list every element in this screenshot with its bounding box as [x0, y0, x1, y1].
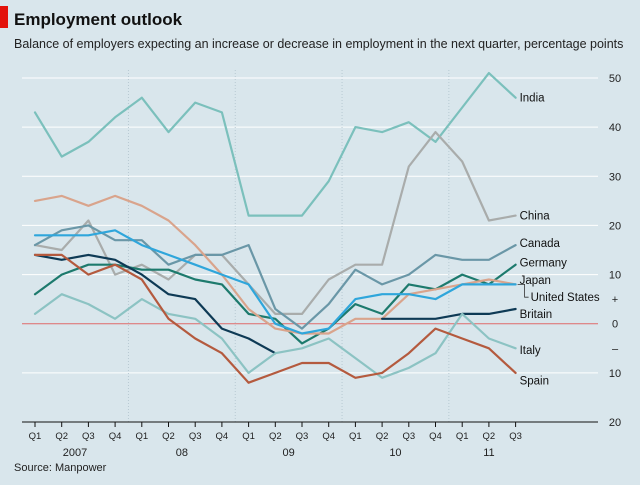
x-tick-label: Q2	[162, 431, 175, 442]
chart-title: Employment outlook	[14, 10, 183, 29]
year-label: 11	[483, 447, 494, 459]
year-label: 09	[283, 447, 295, 459]
y-tick-label: 0	[612, 319, 618, 331]
x-tick-label: Q1	[29, 431, 42, 442]
series-line-india	[33, 71, 517, 217]
brand-tab	[0, 6, 8, 28]
y-tick-label: 20	[609, 417, 621, 429]
x-tick-label: Q1	[456, 431, 469, 442]
series-line-japan	[33, 194, 517, 335]
year-label: 08	[176, 447, 188, 459]
series-label-japan: Japan	[520, 275, 551, 287]
y-tick-label: –	[612, 343, 619, 355]
y-tick-label: 30	[609, 171, 621, 183]
y-tick-label: 10	[609, 270, 621, 282]
series-label-united-states: United States	[531, 292, 600, 304]
chart-source: Source: Manpower	[14, 462, 107, 474]
y-tick-label: 40	[609, 122, 621, 134]
series-line-canada	[33, 224, 517, 330]
x-tick-label: Q3	[402, 431, 415, 442]
series-line-britain	[33, 253, 277, 355]
x-tick-label: Q1	[135, 431, 148, 442]
x-tick-label: Q4	[109, 431, 122, 442]
series-line-britain	[381, 307, 517, 320]
y-tick-label: +	[612, 294, 618, 306]
series-label-italy: Italy	[520, 345, 541, 357]
x-tick-label: Q2	[483, 431, 496, 442]
x-tick-label: Q1	[242, 431, 255, 442]
chart-subtitle: Balance of employers expecting an increa…	[14, 37, 624, 51]
series-label-britain: Britain	[520, 309, 553, 321]
x-tick-label: Q3	[82, 431, 95, 442]
x-tick-label: Q3	[509, 431, 522, 442]
x-tick-label: Q4	[216, 431, 229, 442]
series-label-china: China	[520, 211, 551, 223]
x-tick-label: Q2	[269, 431, 282, 442]
series-line-italy	[33, 293, 517, 379]
x-tick-label: Q1	[349, 431, 362, 442]
series-line-spain	[33, 253, 517, 384]
y-tick-label: 20	[609, 220, 621, 232]
label-leader-line	[517, 283, 529, 298]
series-label-spain: Spain	[520, 376, 549, 388]
x-tick-label: Q2	[376, 431, 389, 442]
year-label: 10	[389, 447, 401, 459]
series-line-china	[33, 131, 517, 315]
series-label-germany: Germany	[520, 257, 568, 269]
x-tick-label: Q4	[429, 431, 442, 442]
series-label-india: India	[520, 93, 546, 105]
x-tick-label: Q3	[296, 431, 309, 442]
series-label-canada: Canada	[520, 238, 561, 250]
x-tick-label: Q3	[189, 431, 202, 442]
x-tick-label: Q4	[322, 431, 335, 442]
year-label: 2007	[63, 447, 87, 459]
x-tick-label: Q2	[55, 431, 68, 442]
y-tick-label: 50	[609, 73, 621, 85]
series-line-united-states	[33, 229, 517, 335]
y-tick-label: 10	[609, 368, 621, 380]
